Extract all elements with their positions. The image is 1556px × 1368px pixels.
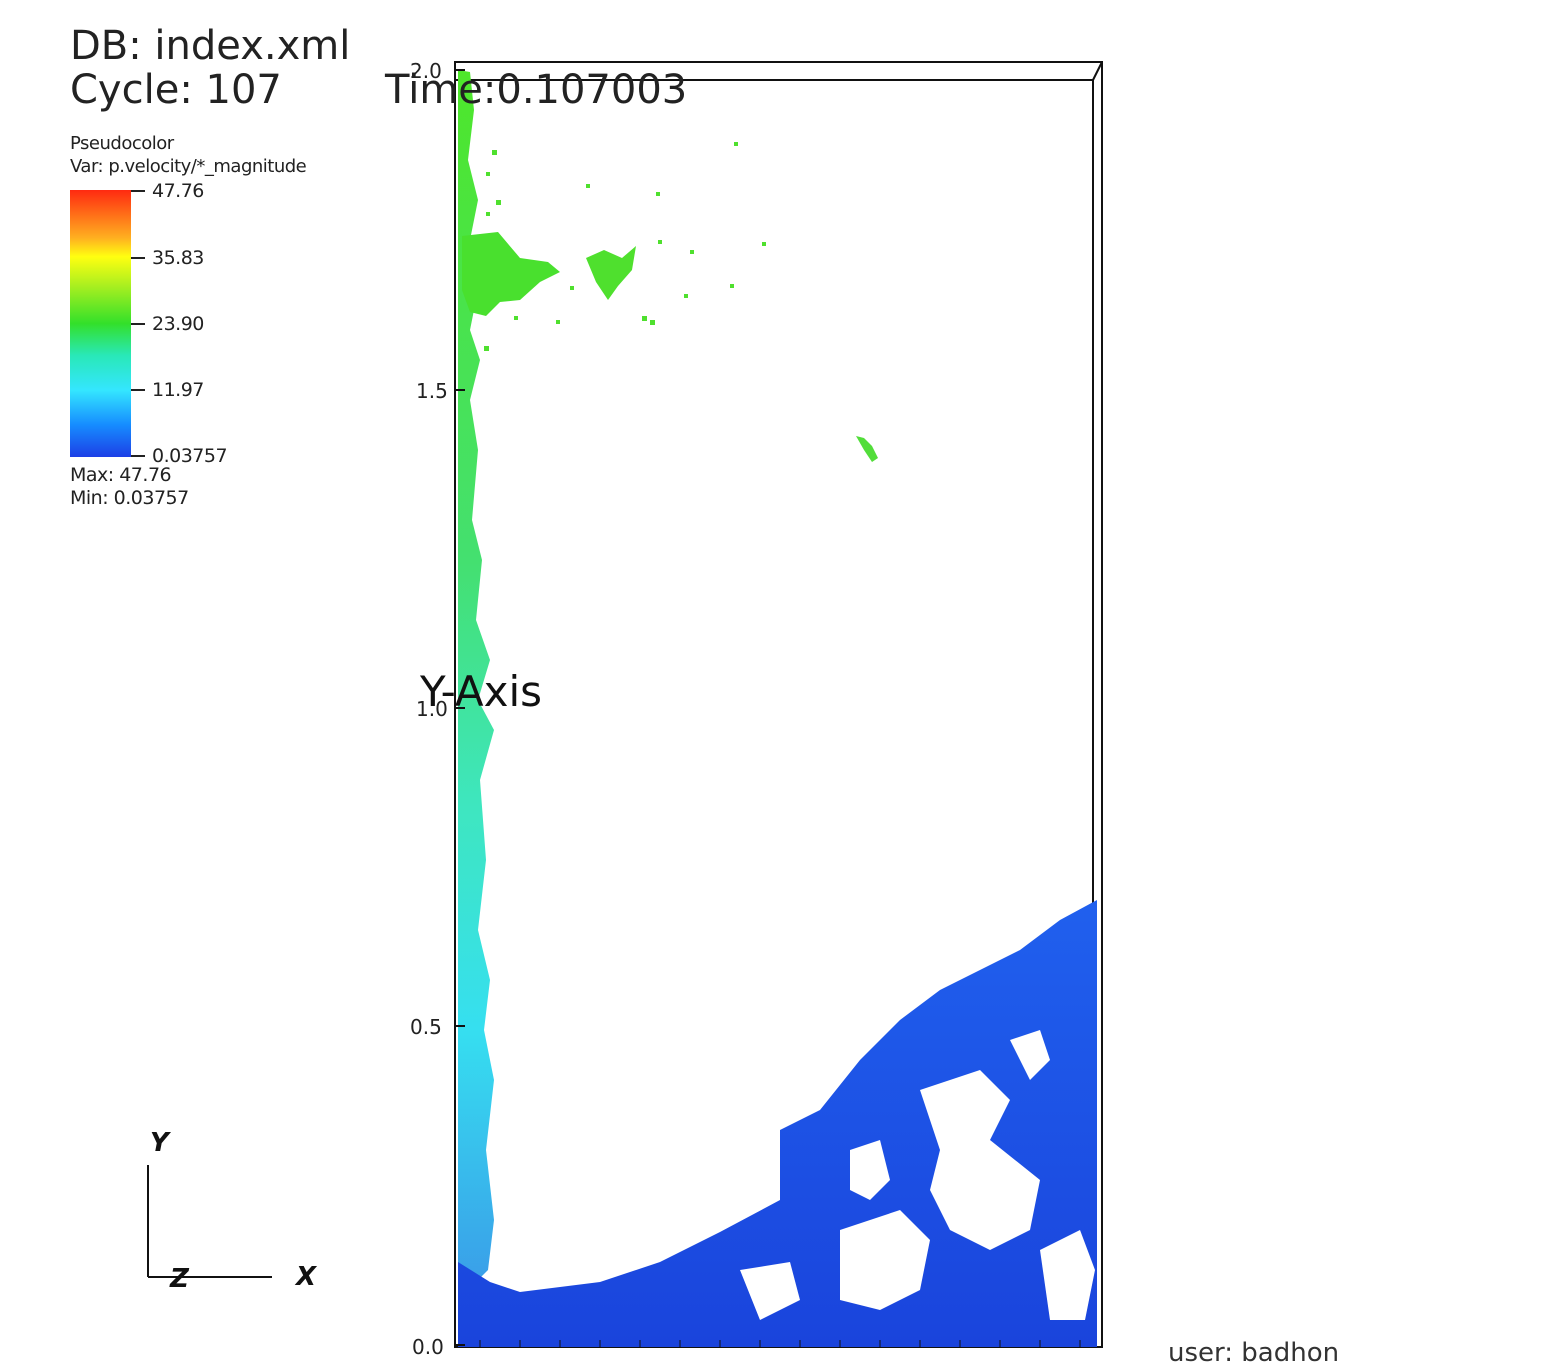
legend-min: Min: 0.03757 [70,487,189,509]
y-tick-2-0: 2.0 [410,59,442,83]
triad-y-label: Y [150,1128,169,1158]
colorbar-tick-label: 0.03757 [152,445,228,467]
colorbar-tick-label: 47.76 [152,180,204,202]
y-tick-0-0: 0.0 [412,1335,444,1358]
x-axis-ticks [479,1340,1081,1347]
triad-z-label: Z [170,1264,189,1294]
colorbar-tick-mark [131,190,145,192]
particle-splash [462,232,560,316]
colorbar-tick-mark [131,455,145,457]
particle-blob-small [856,436,878,462]
colorbar-tick-mark [131,257,145,259]
y-tick-1-5: 1.5 [416,379,448,403]
legend-max: Max: 47.76 [70,464,172,486]
y-axis-title: Y-Axis [420,667,543,716]
colorbar-tick-label: 23.90 [152,313,204,335]
axis-triad [147,1165,272,1278]
particle-pile [458,900,1097,1347]
y-axis-ticks [455,69,465,1346]
user-label: user: badhon [1168,1338,1340,1368]
particle-splash-right [586,246,636,300]
legend-plot-name: Pseudocolor [70,133,174,154]
legend-variable: Var: p.velocity/*_magnitude [70,156,307,177]
particle-dots [484,142,766,351]
database-label: DB: index.xml [70,23,351,69]
colorbar [70,190,131,457]
particle-column [458,70,494,1300]
triad-x-label: X [296,1262,317,1292]
colorbar-tick-label: 35.83 [152,247,204,269]
colorbar-tick-label: 11.97 [152,379,204,401]
colorbar-tick-mark [131,389,145,391]
y-tick-1-0: 1.0 [416,697,448,721]
cycle-label: Cycle: 107 [70,67,282,113]
pile-gaps [740,1030,1095,1320]
time-label: Time:0.107003 [385,67,688,113]
colorbar-tick-mark [131,323,145,325]
y-tick-0-5: 0.5 [410,1015,442,1039]
